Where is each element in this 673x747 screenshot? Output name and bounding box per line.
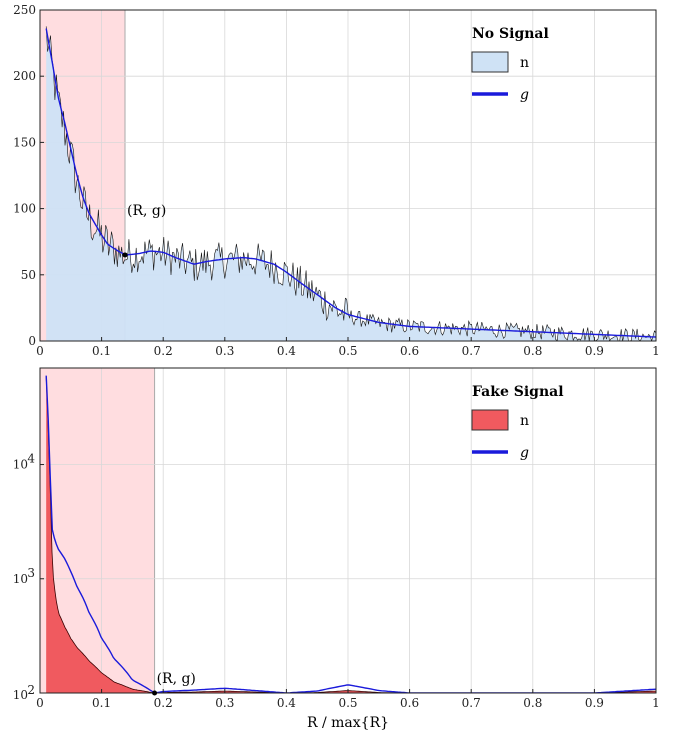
x-tick-label: 1 <box>652 696 660 710</box>
x-tick-label: 0.7 <box>462 344 481 358</box>
y-tick-exponent: 3 <box>27 566 35 580</box>
x-tick-label: 0.8 <box>523 696 542 710</box>
histogram-n <box>46 26 656 341</box>
x-tick-label: 0 <box>36 696 44 710</box>
x-tick-label: 0.9 <box>585 696 604 710</box>
legend-label-n: n <box>520 413 529 429</box>
y-tick-label: 0 <box>28 334 36 348</box>
y-tick-label: 10 <box>13 458 28 472</box>
x-tick-label: 0 <box>36 344 44 358</box>
x-tick-label: 0.5 <box>338 344 357 358</box>
y-tick-label: 200 <box>13 69 36 83</box>
x-tick-label: 0.4 <box>277 344 296 358</box>
y-tick-label: 10 <box>13 688 28 702</box>
legend-label-g: g <box>520 87 529 103</box>
panel-1: 0 0.1 0.2 0.3 0.4 0.5 0.6 0.7 0.8 0.9 1 0 50 100 150 20… <box>13 3 660 358</box>
legend-title: Fake Signal <box>472 384 564 400</box>
x-axis-label: R / max{R} <box>307 715 389 731</box>
threshold-point <box>152 690 158 696</box>
legend-swatch-n <box>471 51 509 73</box>
y-tick-exponent: 4 <box>27 452 35 466</box>
x-tick-label: 0.5 <box>338 696 357 710</box>
x-tick-label: 0.6 <box>400 344 419 358</box>
y-tick-label: 50 <box>21 268 36 282</box>
threshold-annotation: (R, g) <box>127 203 166 219</box>
legend-label-n: n <box>520 55 529 71</box>
y-tick-label: 250 <box>13 3 36 17</box>
x-tick-label: 0.6 <box>400 696 419 710</box>
x-tick-label: 1 <box>652 344 660 358</box>
legend-swatch-n <box>471 409 509 431</box>
x-tick-label: 0.9 <box>585 344 604 358</box>
y-tick-exponent: 2 <box>27 683 35 697</box>
y-tick-label: 100 <box>13 202 36 216</box>
x-tick-label: 0.8 <box>523 344 542 358</box>
curve-g <box>45 375 656 693</box>
y-tick-label: 150 <box>13 135 36 149</box>
x-tick-label: 0.7 <box>462 696 481 710</box>
threshold-annotation: (R, g) <box>157 671 196 687</box>
x-tick-label: 0.2 <box>154 696 173 710</box>
histogram-n-outline <box>45 377 656 693</box>
curve-g <box>45 28 656 338</box>
legend-title: No Signal <box>472 26 549 42</box>
x-tick-label: 0.2 <box>154 344 173 358</box>
x-tick-label: 0.3 <box>215 696 234 710</box>
x-tick-label: 0.1 <box>92 696 111 710</box>
y-tick-label: 10 <box>13 572 28 586</box>
x-tick-label: 0.3 <box>215 344 234 358</box>
legend-label-g: g <box>520 445 529 461</box>
x-tick-label: 0.4 <box>277 696 296 710</box>
threshold-point <box>122 252 128 258</box>
x-tick-label: 0.1 <box>92 344 111 358</box>
